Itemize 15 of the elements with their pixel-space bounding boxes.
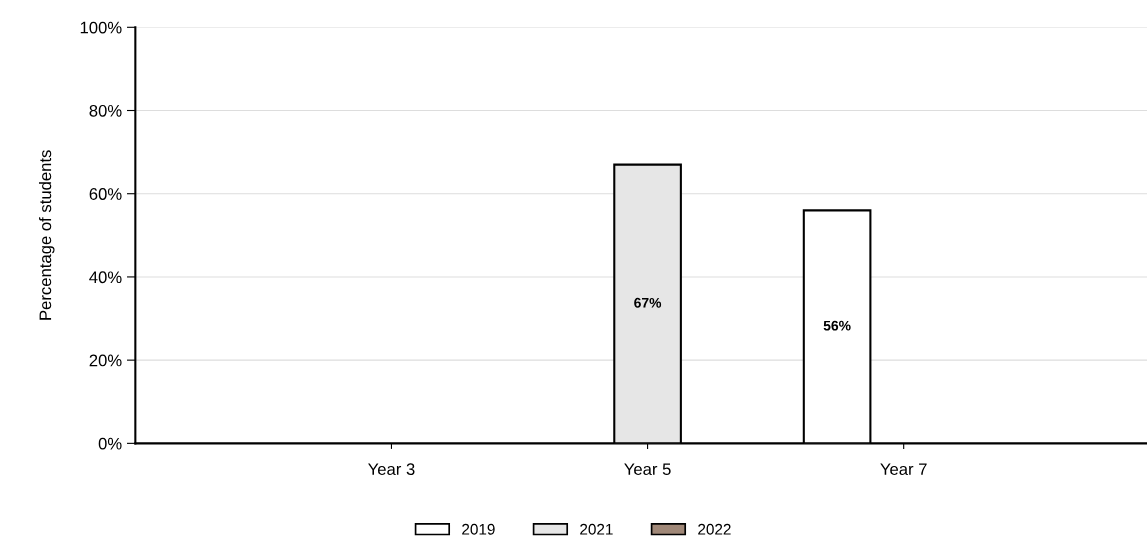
- y-tick-label: 100%: [80, 21, 122, 34]
- data-label: 56%: [823, 320, 851, 331]
- y-tick-label: 80%: [89, 104, 122, 117]
- y-tick-label: 40%: [89, 271, 122, 284]
- y-tick-label: 20%: [89, 354, 122, 367]
- legend-label: 2021: [580, 523, 613, 535]
- x-tick-label: Year 3: [368, 463, 415, 476]
- y-tick-label: 0%: [98, 437, 122, 450]
- x-tick-label: Year 5: [624, 463, 671, 476]
- legend-label: 2019: [462, 523, 495, 535]
- y-axis-title: Percentage of students: [38, 150, 55, 320]
- data-label: 67%: [634, 297, 662, 308]
- x-tick-label: Year 7: [880, 463, 927, 476]
- legend-label: 2022: [698, 523, 731, 535]
- y-tick-label: 60%: [89, 188, 122, 200]
